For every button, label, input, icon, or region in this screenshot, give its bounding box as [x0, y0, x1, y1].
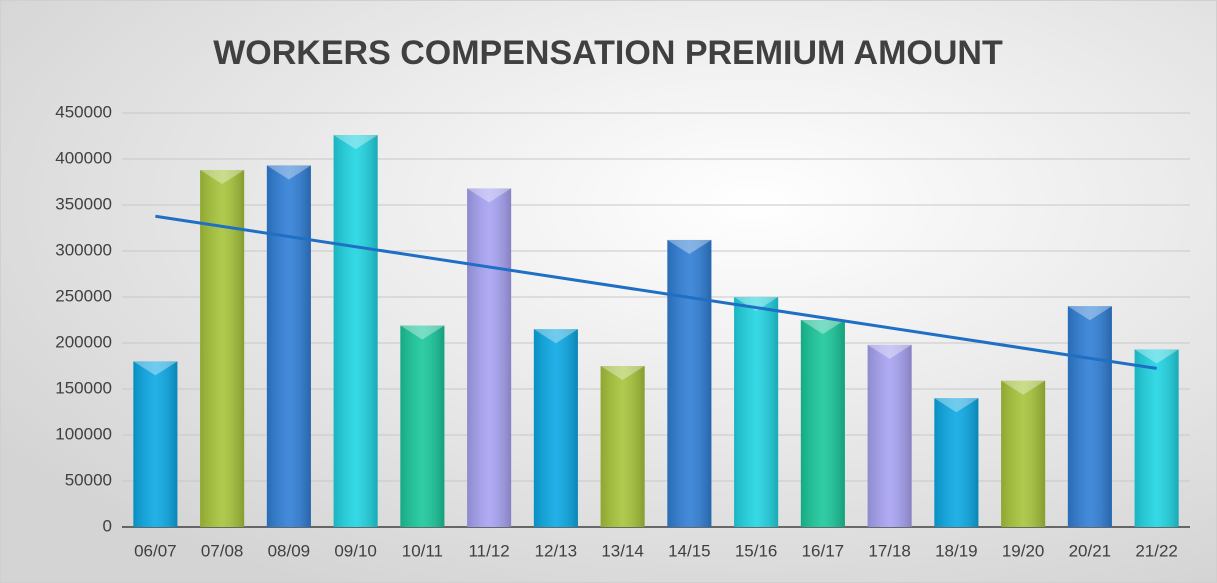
- x-tick-label: 11/12: [468, 541, 509, 560]
- bar-cap: [734, 297, 779, 311]
- x-tick-label: 15/16: [735, 541, 778, 560]
- x-tick-label: 14/15: [668, 541, 711, 560]
- bar-shade: [1134, 349, 1179, 527]
- bar-cap: [1001, 380, 1046, 395]
- bar-cap: [467, 188, 512, 203]
- bar-shade: [533, 329, 578, 527]
- x-tick-label: 21/22: [1135, 541, 1178, 560]
- y-tick-label: 250000: [55, 286, 112, 305]
- x-tick-label: 06/07: [134, 541, 177, 560]
- x-tick-label: 18/19: [935, 541, 978, 560]
- bar-shade: [266, 165, 311, 527]
- y-tick-label: 400000: [55, 148, 112, 167]
- bar-cap: [1134, 349, 1179, 364]
- bar-shade: [133, 361, 178, 527]
- y-tick-label: 100000: [55, 424, 112, 443]
- bar-cap: [600, 366, 645, 380]
- y-tick-label: 50000: [65, 470, 112, 489]
- y-tick-label: 200000: [55, 332, 112, 351]
- x-tick-label: 20/21: [1069, 541, 1112, 560]
- bar-shade: [467, 188, 512, 527]
- x-tick-label: 09/10: [334, 541, 377, 560]
- x-tick-label: 10/11: [402, 541, 443, 560]
- bar-shade: [667, 239, 712, 527]
- chart-title: WORKERS COMPENSATION PREMIUM AMOUNT: [213, 34, 1003, 72]
- y-tick-label: 150000: [55, 378, 112, 397]
- bar-cap: [400, 325, 445, 340]
- bar-shade: [1001, 380, 1046, 527]
- bar-shade: [1067, 306, 1112, 527]
- bar-shade: [867, 344, 912, 527]
- y-tick-label: 450000: [55, 102, 112, 121]
- trendline: [155, 214, 1157, 370]
- x-tick-label: 13/14: [601, 541, 644, 560]
- x-tick-label: 08/09: [268, 541, 311, 560]
- bar-cap: [1067, 306, 1112, 321]
- y-tick-label: 350000: [55, 194, 112, 213]
- bar-shade: [600, 366, 645, 527]
- bar-shade: [800, 320, 845, 527]
- bar-cap: [667, 239, 712, 254]
- x-tick-label: 12/13: [535, 541, 578, 560]
- x-tick-label: 16/17: [802, 541, 845, 560]
- x-tick-label: 07/08: [201, 541, 244, 560]
- bar-cap: [867, 344, 912, 359]
- bar-cap: [800, 320, 845, 334]
- bar-cap: [266, 165, 311, 180]
- x-tick-label: 19/20: [1002, 541, 1045, 560]
- y-tick-label: 0: [103, 516, 112, 535]
- bar-shade: [333, 135, 378, 527]
- x-tick-label: 17/18: [868, 541, 911, 560]
- y-tick-label: 300000: [55, 240, 112, 259]
- bar-cap: [533, 329, 578, 344]
- bar-cap: [200, 170, 245, 185]
- bar-cap: [333, 135, 378, 150]
- bar-shade: [934, 398, 979, 527]
- bar-cap: [934, 398, 979, 413]
- bar-shade: [400, 325, 445, 527]
- bar-shade: [734, 297, 779, 527]
- bar-cap: [133, 361, 178, 376]
